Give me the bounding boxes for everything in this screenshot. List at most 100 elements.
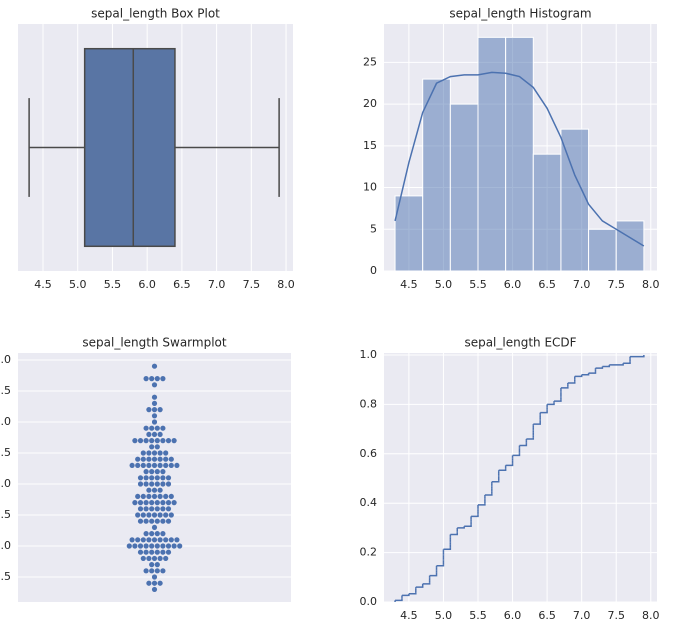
swarm-point	[157, 431, 163, 438]
swarm-point	[137, 506, 144, 512]
ecdf-step	[547, 402, 555, 406]
x-tick-label: 4.5	[400, 278, 418, 291]
ecdf-step	[415, 585, 424, 588]
swarm-point	[151, 574, 158, 580]
swarm-point	[160, 376, 166, 382]
y-tick-label: 0.0	[360, 595, 378, 608]
swarm-point	[149, 475, 155, 481]
swarm-point	[163, 555, 169, 562]
swarm-point	[151, 450, 158, 456]
ecdf-step	[505, 463, 514, 467]
bar	[394, 195, 424, 272]
swarm-point	[154, 549, 160, 555]
swarm-point	[146, 580, 152, 586]
swarm-point	[168, 493, 174, 500]
swarm-point	[140, 462, 146, 469]
swarm-point	[143, 531, 149, 537]
swarm-point	[160, 481, 166, 487]
swarm-point	[165, 475, 172, 481]
x-tick-label: 5.5	[469, 278, 487, 291]
swarm-point	[157, 555, 163, 562]
swarm-point	[149, 506, 155, 512]
swarm-point	[151, 363, 158, 369]
y-tick-label: 5.5	[0, 508, 11, 521]
swarm-point	[132, 543, 138, 549]
ecdf-step	[609, 363, 624, 366]
swarm-point	[171, 438, 177, 444]
x-tick-label: 6.5	[173, 278, 191, 291]
swarm-point	[151, 400, 158, 407]
swarm-point	[149, 518, 155, 524]
swarm-point	[157, 450, 163, 456]
bar	[449, 103, 479, 272]
swarm-point	[154, 568, 160, 574]
swarm-point	[129, 537, 135, 543]
swarm-point	[140, 456, 146, 462]
swarm-point	[151, 413, 158, 419]
box	[83, 47, 176, 248]
swarm-point	[135, 512, 141, 518]
swarm-point	[154, 531, 160, 537]
swarm-point	[157, 462, 163, 469]
swarm-point	[160, 549, 166, 555]
swarm-point	[146, 456, 152, 462]
ecdf-step	[588, 371, 597, 374]
swarm-point	[151, 537, 158, 543]
swarm-point	[171, 543, 177, 549]
swarm-point	[140, 450, 146, 456]
x-tick-label: 6.0	[504, 278, 522, 291]
swarm-point	[168, 537, 174, 543]
y-tick-label: 10	[363, 181, 377, 194]
x-tick-label: 5.0	[435, 609, 453, 622]
swarm-point	[146, 407, 152, 413]
swarm-point	[143, 500, 149, 506]
swarm-point	[149, 543, 155, 549]
swarm-point	[149, 562, 155, 568]
swarm-point	[146, 537, 152, 543]
swarm-point	[160, 568, 166, 574]
swarm-point	[146, 462, 152, 469]
ecdf-step	[602, 364, 611, 368]
y-tick-label: 20	[363, 97, 377, 110]
swarm-point	[154, 518, 160, 524]
swarm-point	[174, 537, 180, 543]
swarm-point	[163, 456, 169, 462]
swarm-point	[154, 376, 160, 382]
swarm-point	[149, 481, 155, 487]
y-tick-label: 4.5	[0, 570, 11, 583]
swarm-point	[163, 450, 169, 456]
swarm-point	[157, 407, 163, 413]
swarm-point	[129, 462, 135, 469]
swarm-point	[174, 462, 180, 469]
x-tick-label: 8.0	[642, 609, 660, 622]
bar	[588, 228, 617, 272]
plot-area	[18, 353, 291, 602]
swarm-point	[143, 469, 149, 475]
bar	[560, 128, 590, 272]
ecdf-step	[512, 453, 521, 457]
swarm-point	[157, 487, 163, 493]
y-tick-label: 7.5	[0, 384, 11, 397]
x-tick-label: 7.0	[573, 278, 591, 291]
y-tick-label: 15	[363, 139, 377, 152]
swarm-point	[154, 500, 160, 506]
swarm-point	[137, 518, 144, 524]
ecdf-step	[533, 422, 541, 425]
swarm-point	[154, 475, 160, 481]
swarm-point	[149, 444, 155, 450]
plot-area	[384, 353, 657, 602]
x-tick-label: 6.0	[504, 609, 522, 622]
swarm-point	[157, 512, 163, 518]
swarm-point	[151, 431, 158, 438]
swarm-point	[151, 512, 158, 518]
swarm-point	[143, 543, 149, 549]
swarm-point	[146, 493, 152, 500]
y-tick-label: 25	[363, 55, 377, 68]
x-tick-label: 7.5	[607, 609, 625, 622]
swarm-point	[149, 531, 155, 537]
ecdf-step	[560, 386, 569, 389]
swarm-point	[177, 543, 183, 549]
swarm-point	[151, 580, 158, 586]
swarm-point	[137, 438, 144, 444]
swarm-point	[165, 506, 172, 512]
